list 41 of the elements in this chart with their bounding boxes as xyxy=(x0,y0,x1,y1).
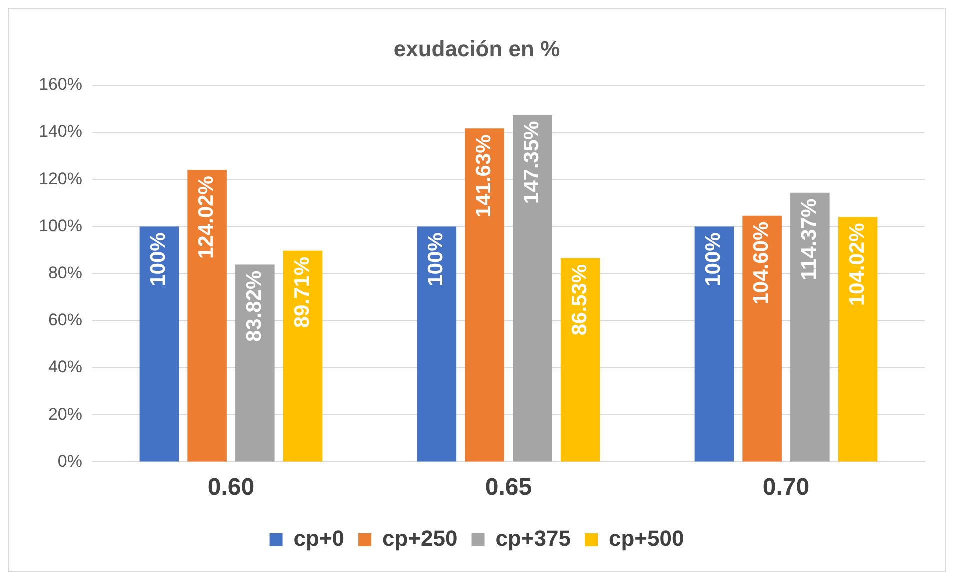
legend-label: cp+0 xyxy=(294,526,345,552)
data-label: 83.82% xyxy=(242,270,266,342)
bar xyxy=(417,226,457,462)
y-tick-label: 100% xyxy=(38,216,82,236)
legend-label: cp+250 xyxy=(382,526,458,552)
data-label: 100% xyxy=(702,232,726,286)
bar xyxy=(790,192,830,462)
x-tick-label: 0.70 xyxy=(762,474,810,502)
y-tick-label: 140% xyxy=(38,122,82,142)
data-label: 89.71% xyxy=(290,256,314,328)
bar xyxy=(513,115,552,462)
data-label: 124.02% xyxy=(195,176,218,260)
bar xyxy=(236,264,275,462)
data-label: 104.60% xyxy=(750,222,774,305)
data-label: 114.37% xyxy=(798,198,821,281)
legend-label: cp+375 xyxy=(496,526,571,552)
bar xyxy=(694,226,734,462)
bar xyxy=(838,217,878,462)
y-tick-label: 60% xyxy=(48,310,82,330)
x-tick-label: 0.60 xyxy=(208,474,255,502)
x-tick-label: 0.65 xyxy=(485,474,532,502)
bar xyxy=(140,226,180,462)
data-label: 104.02% xyxy=(846,222,869,306)
y-tick-label: 160% xyxy=(38,75,82,94)
y-tick-label: 20% xyxy=(48,404,82,424)
bar xyxy=(188,170,227,462)
data-label: 100% xyxy=(424,232,448,286)
data-label: 86.53% xyxy=(568,264,592,336)
y-tick-label: 0% xyxy=(58,452,82,471)
y-tick-label: 120% xyxy=(38,169,82,188)
bar xyxy=(283,250,323,462)
chart-title: exudación en % xyxy=(394,36,560,62)
y-tick-label: 80% xyxy=(48,263,82,282)
bar xyxy=(742,216,782,462)
data-label: 141.63% xyxy=(472,134,496,218)
bar xyxy=(465,128,504,462)
data-label: 147.35% xyxy=(520,120,544,204)
bar xyxy=(560,258,600,462)
data-label: 100% xyxy=(147,232,170,286)
y-tick-label: 40% xyxy=(48,358,82,377)
legend-label: cp+500 xyxy=(608,526,684,552)
